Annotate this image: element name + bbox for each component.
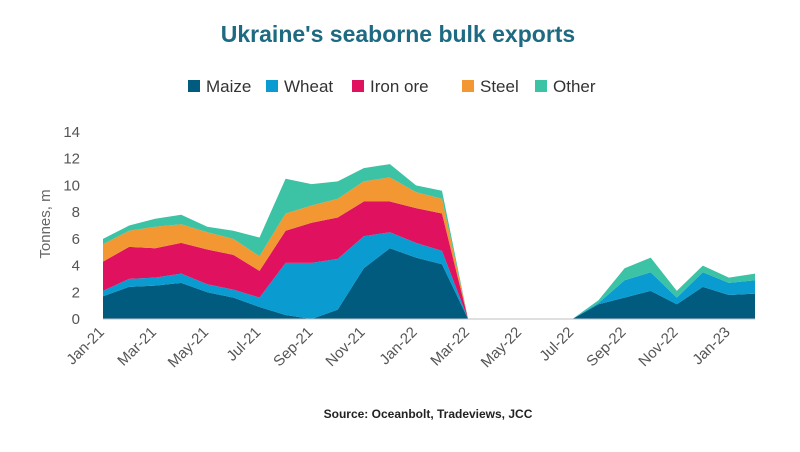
legend-swatch — [188, 80, 200, 92]
y-axis: 0 2 4 6 8 10 12 14 — [63, 124, 80, 328]
x-tick-label: May-22 — [478, 324, 525, 371]
plot-area — [103, 164, 755, 319]
legend-item-steel: Steel — [462, 77, 519, 96]
x-tick-label: Jan-22 — [376, 324, 420, 368]
x-tick-label: May-21 — [165, 324, 212, 371]
x-tick-label: Mar-21 — [114, 324, 160, 370]
legend-swatch — [535, 80, 547, 92]
legend-item-other: Other — [535, 77, 596, 96]
area-maize — [103, 248, 755, 319]
area-other — [103, 164, 755, 319]
area-wheat — [103, 232, 755, 319]
legend-swatch — [462, 80, 474, 92]
area-iron-ore — [103, 201, 755, 319]
x-tick-label: Nov-22 — [635, 324, 681, 370]
area-steel — [103, 177, 755, 319]
y-tick-label: 4 — [72, 258, 80, 275]
x-axis: Jan-21 Mar-21 May-21 Jul-21 Sep-21 Nov-21 Jan-… — [63, 318, 755, 371]
legend-item-maize: Maize — [188, 77, 251, 96]
legend-label: Wheat — [284, 77, 333, 96]
legend-item-wheat: Wheat — [266, 77, 333, 96]
x-tick-label: Sep-21 — [270, 324, 316, 370]
legend-swatch — [352, 80, 364, 92]
source-note: Source: Oceanbolt, Tradeviews, JCC — [324, 407, 533, 421]
y-tick-label: 0 — [72, 311, 80, 328]
x-tick-label: Jul-21 — [223, 324, 264, 365]
y-tick-label: 2 — [72, 284, 80, 301]
x-tick-label: Mar-22 — [427, 324, 473, 370]
y-tick-label: 8 — [72, 204, 80, 221]
legend-label: Steel — [480, 77, 519, 96]
x-tick-label: Nov-21 — [322, 324, 368, 370]
y-tick-label: 12 — [63, 151, 80, 168]
x-tick-label: Jan-23 — [689, 324, 733, 368]
legend-label: Maize — [206, 77, 251, 96]
chart-title: Ukraine's seaborne bulk exports — [221, 21, 575, 47]
y-axis-label: Tonnes, m — [37, 189, 54, 258]
legend-item-iron-ore: Iron ore — [352, 77, 429, 96]
y-tick-label: 6 — [72, 231, 80, 248]
x-tick-label: Jan-21 — [63, 324, 107, 368]
legend-label: Other — [553, 77, 596, 96]
x-tick-label: Jul-22 — [536, 324, 577, 365]
y-tick-label: 10 — [63, 177, 80, 194]
legend: Maize Wheat Iron ore Steel Other — [188, 77, 596, 96]
x-tick-label: Sep-22 — [583, 324, 629, 370]
legend-swatch — [266, 80, 278, 92]
legend-label: Iron ore — [370, 77, 429, 96]
y-tick-label: 14 — [63, 124, 80, 141]
